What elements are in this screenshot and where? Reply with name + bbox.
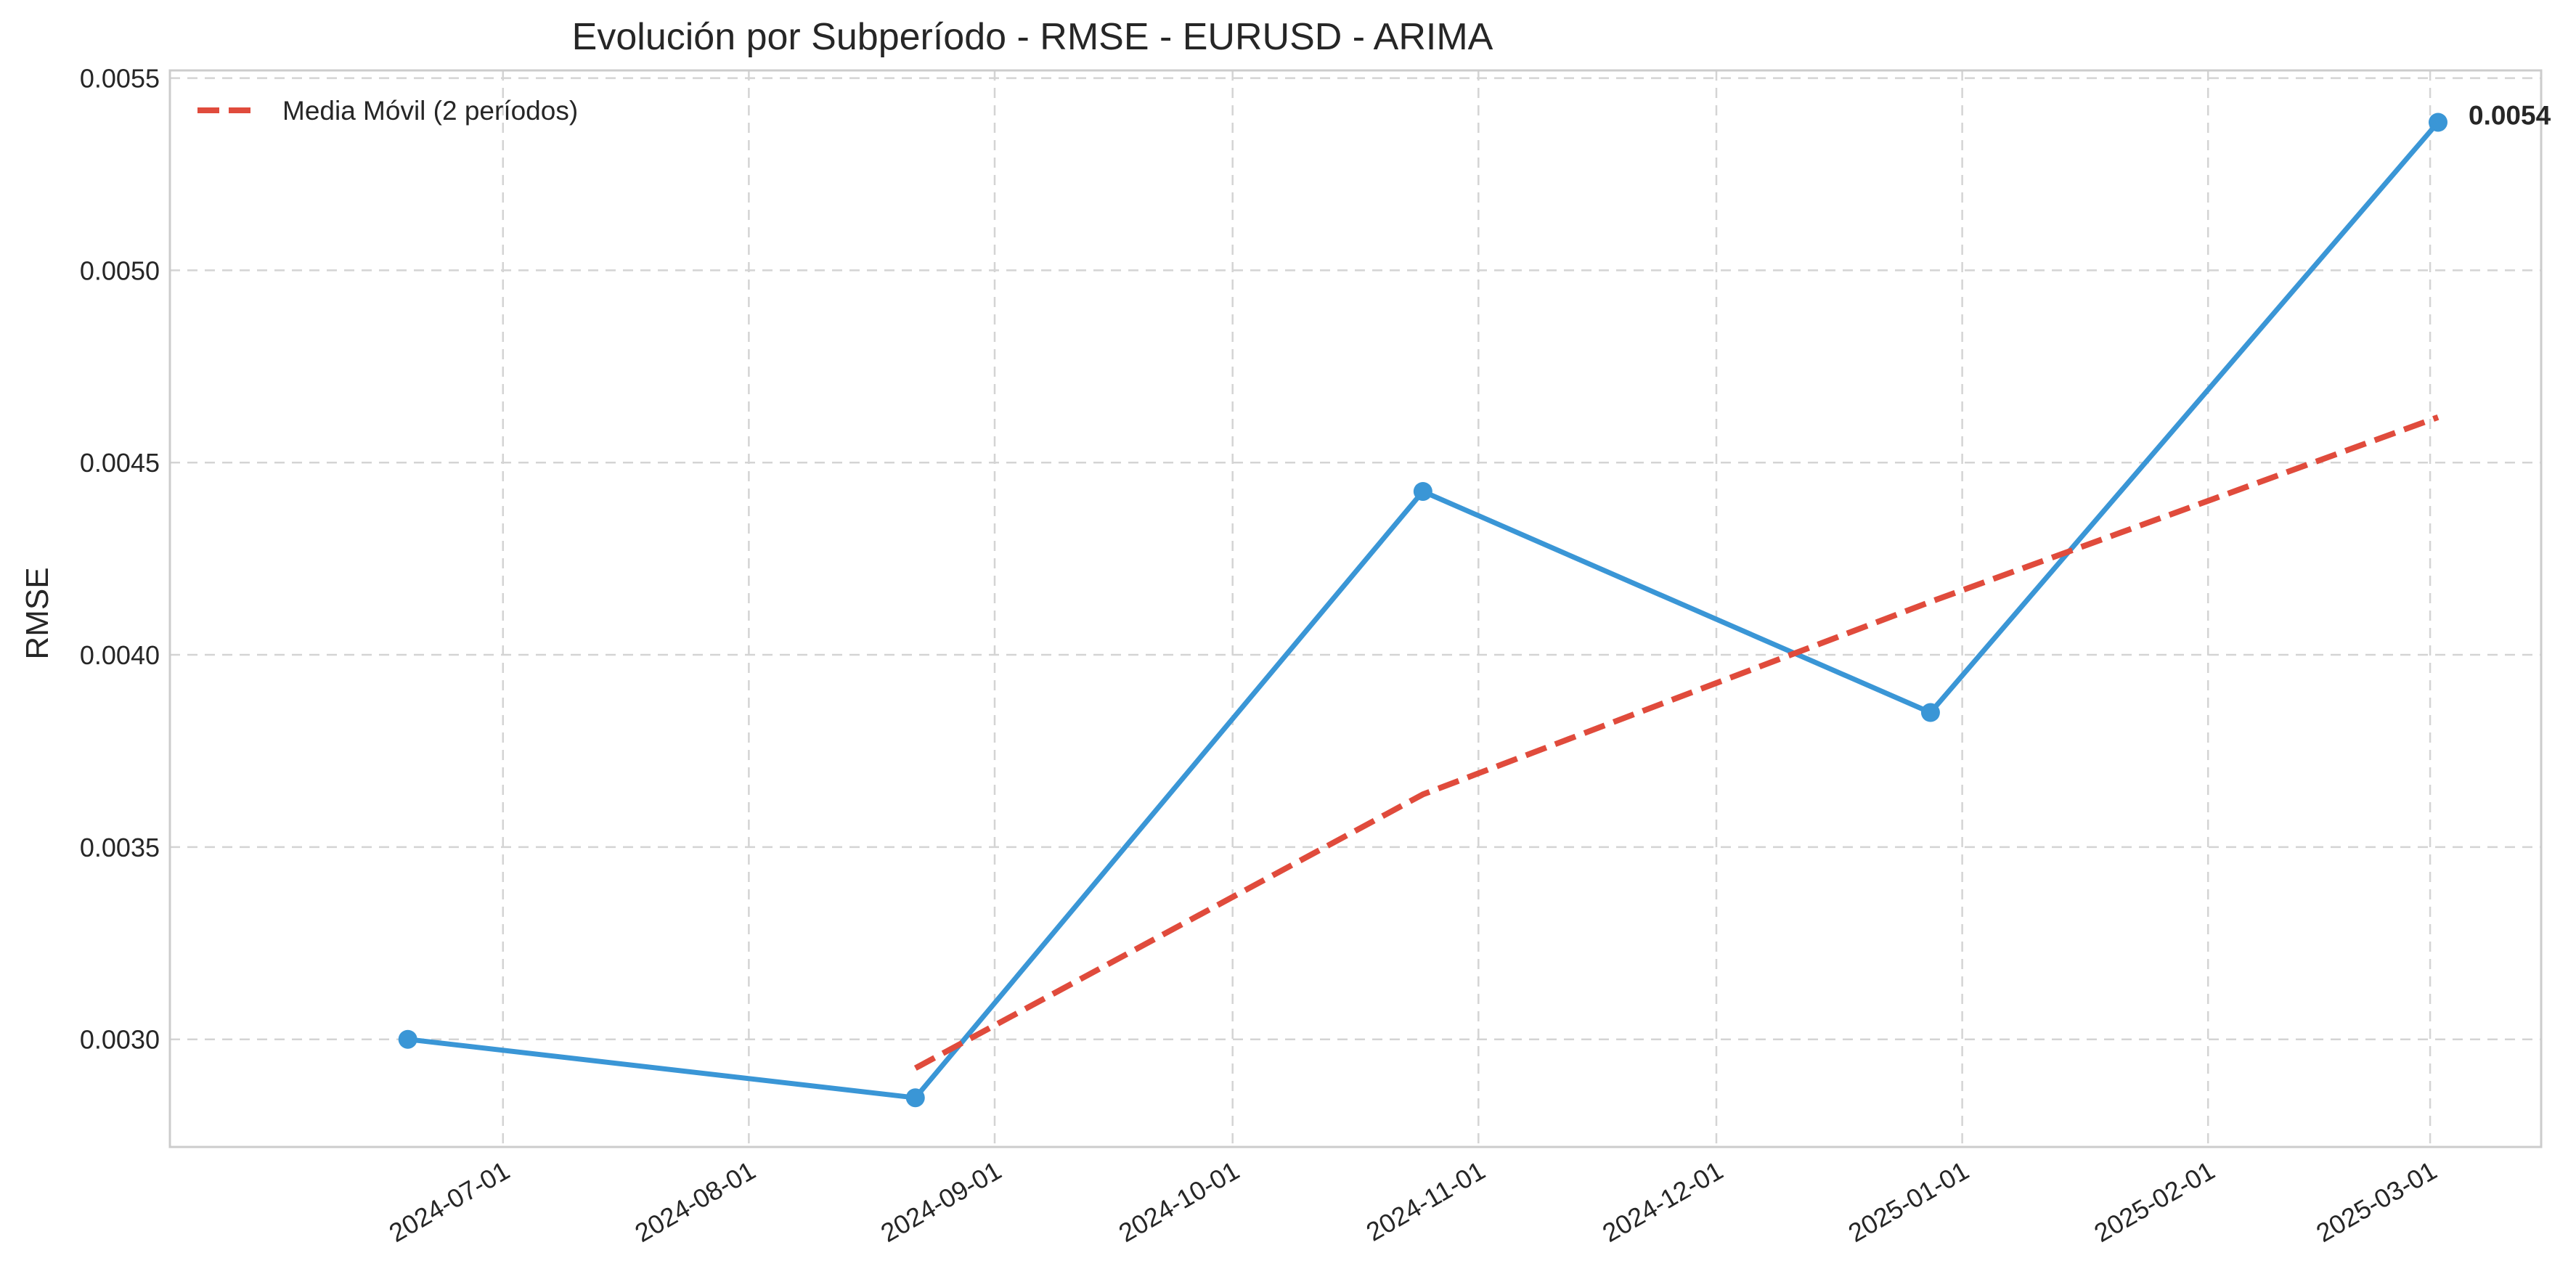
chart-title: Evolución por Subperíodo - RMSE - EURUSD… bbox=[572, 16, 1493, 58]
x-tick-label: 2024-11-01 bbox=[1361, 1155, 1491, 1246]
x-tick-label: 2025-02-01 bbox=[2089, 1155, 2220, 1248]
moving-average-line bbox=[913, 414, 2440, 1071]
x-tick-label: 2024-09-01 bbox=[876, 1155, 1006, 1248]
rmse-point bbox=[905, 1088, 925, 1108]
x-tick-label: 2024-12-01 bbox=[1597, 1155, 1728, 1248]
grid-layer bbox=[170, 70, 2541, 1147]
rmse-point bbox=[398, 1029, 417, 1049]
y-tick-label: 0.0035 bbox=[80, 833, 160, 862]
y-axis-label: RMSE bbox=[20, 567, 55, 659]
series-layer bbox=[398, 113, 2447, 1108]
legend: Media Móvil (2 períodos) bbox=[197, 96, 578, 126]
x-tick-label: 2024-10-01 bbox=[1114, 1155, 1244, 1248]
y-tick-label: 0.0030 bbox=[80, 1025, 160, 1055]
annotation-layer: 0.0054 bbox=[2469, 101, 2551, 131]
x-tick-label: 2025-01-01 bbox=[1843, 1155, 1974, 1248]
rmse-series-line bbox=[405, 120, 2441, 1101]
x-tick-label: 2024-08-01 bbox=[629, 1155, 760, 1248]
rmse-point bbox=[2429, 113, 2447, 132]
rmse-point bbox=[1920, 703, 1940, 722]
y-tick-label: 0.0050 bbox=[80, 256, 160, 285]
data-label-last: 0.0054 bbox=[2469, 101, 2551, 131]
y-tick-label: 0.0055 bbox=[80, 64, 160, 94]
y-tick-label: 0.0040 bbox=[80, 640, 160, 670]
legend-label: Media Móvil (2 períodos) bbox=[282, 96, 578, 126]
x-tick-label: 2024-07-01 bbox=[384, 1155, 515, 1248]
y-tick-label: 0.0045 bbox=[80, 448, 160, 478]
x-tick-label: 2025-03-01 bbox=[2311, 1155, 2442, 1248]
rmse-point bbox=[1413, 481, 1432, 501]
plot-frame bbox=[168, 69, 2543, 1148]
